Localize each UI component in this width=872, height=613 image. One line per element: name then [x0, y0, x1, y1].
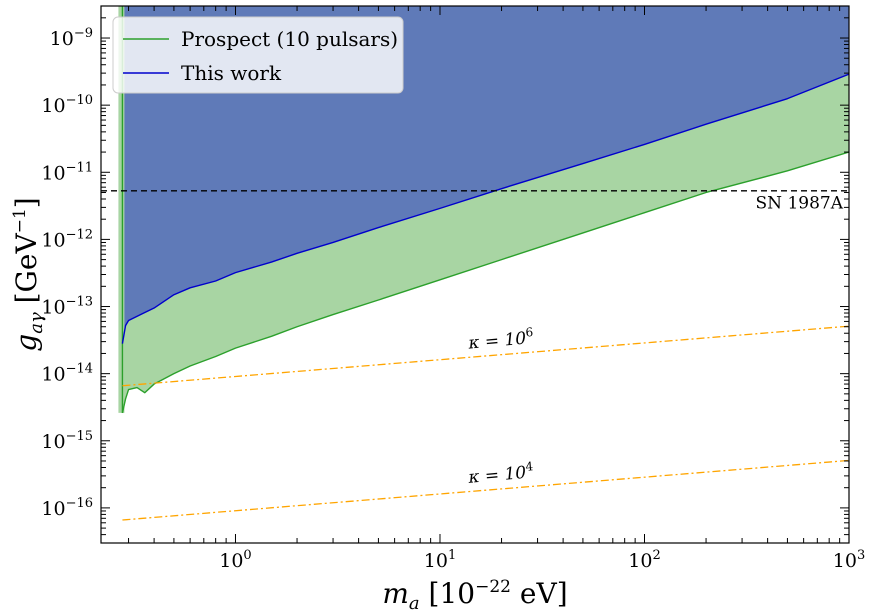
- y-axis-title: gaγ [GeV−1]: [10, 197, 47, 351]
- sn1987a-label: SN 1987A: [756, 194, 844, 214]
- kappa-line-4: [122, 459, 849, 521]
- y-tick-label: 10−16: [41, 496, 93, 520]
- x-tick-label: 102: [628, 548, 660, 572]
- legend-label-2: This work: [181, 61, 282, 85]
- kappa-label-1: κ = 106: [466, 325, 534, 354]
- x-axis-title: ma [10−22 eV]: [382, 577, 567, 613]
- this-work-line: [121, 73, 849, 344]
- y-tick-label: 10−9: [50, 26, 93, 50]
- prospect-line: [121, 151, 849, 414]
- x-tick-label: 100: [219, 548, 251, 572]
- kappa-line-3: [122, 325, 849, 387]
- y-tick-label: 10−10: [41, 93, 93, 117]
- y-tick-label: 10−13: [41, 295, 93, 319]
- prospect-region: [122, 74, 849, 413]
- legend: Prospect (10 pulsars) This work: [112, 16, 404, 94]
- axis-titles: ma [10−22 eV] gaγ [GeV−1]: [10, 197, 568, 613]
- legend-label-1: Prospect (10 pulsars): [181, 27, 398, 51]
- y-tick-label: 10−12: [41, 227, 93, 251]
- axis-ticks: 100 101 102 103 10−16 10−15 10−14 10−13 10−12 10−…: [41, 6, 865, 572]
- y-tick-label: 10−15: [41, 429, 93, 453]
- y-tick-label: 10−14: [41, 362, 93, 386]
- x-tick-label: 101: [424, 548, 456, 572]
- series-lines: [101, 6, 849, 521]
- y-tick-label: 10−11: [41, 160, 93, 184]
- kappa-label-2: κ = 104: [466, 459, 535, 488]
- legend-box: [112, 16, 404, 94]
- x-tick-label: 103: [833, 548, 865, 572]
